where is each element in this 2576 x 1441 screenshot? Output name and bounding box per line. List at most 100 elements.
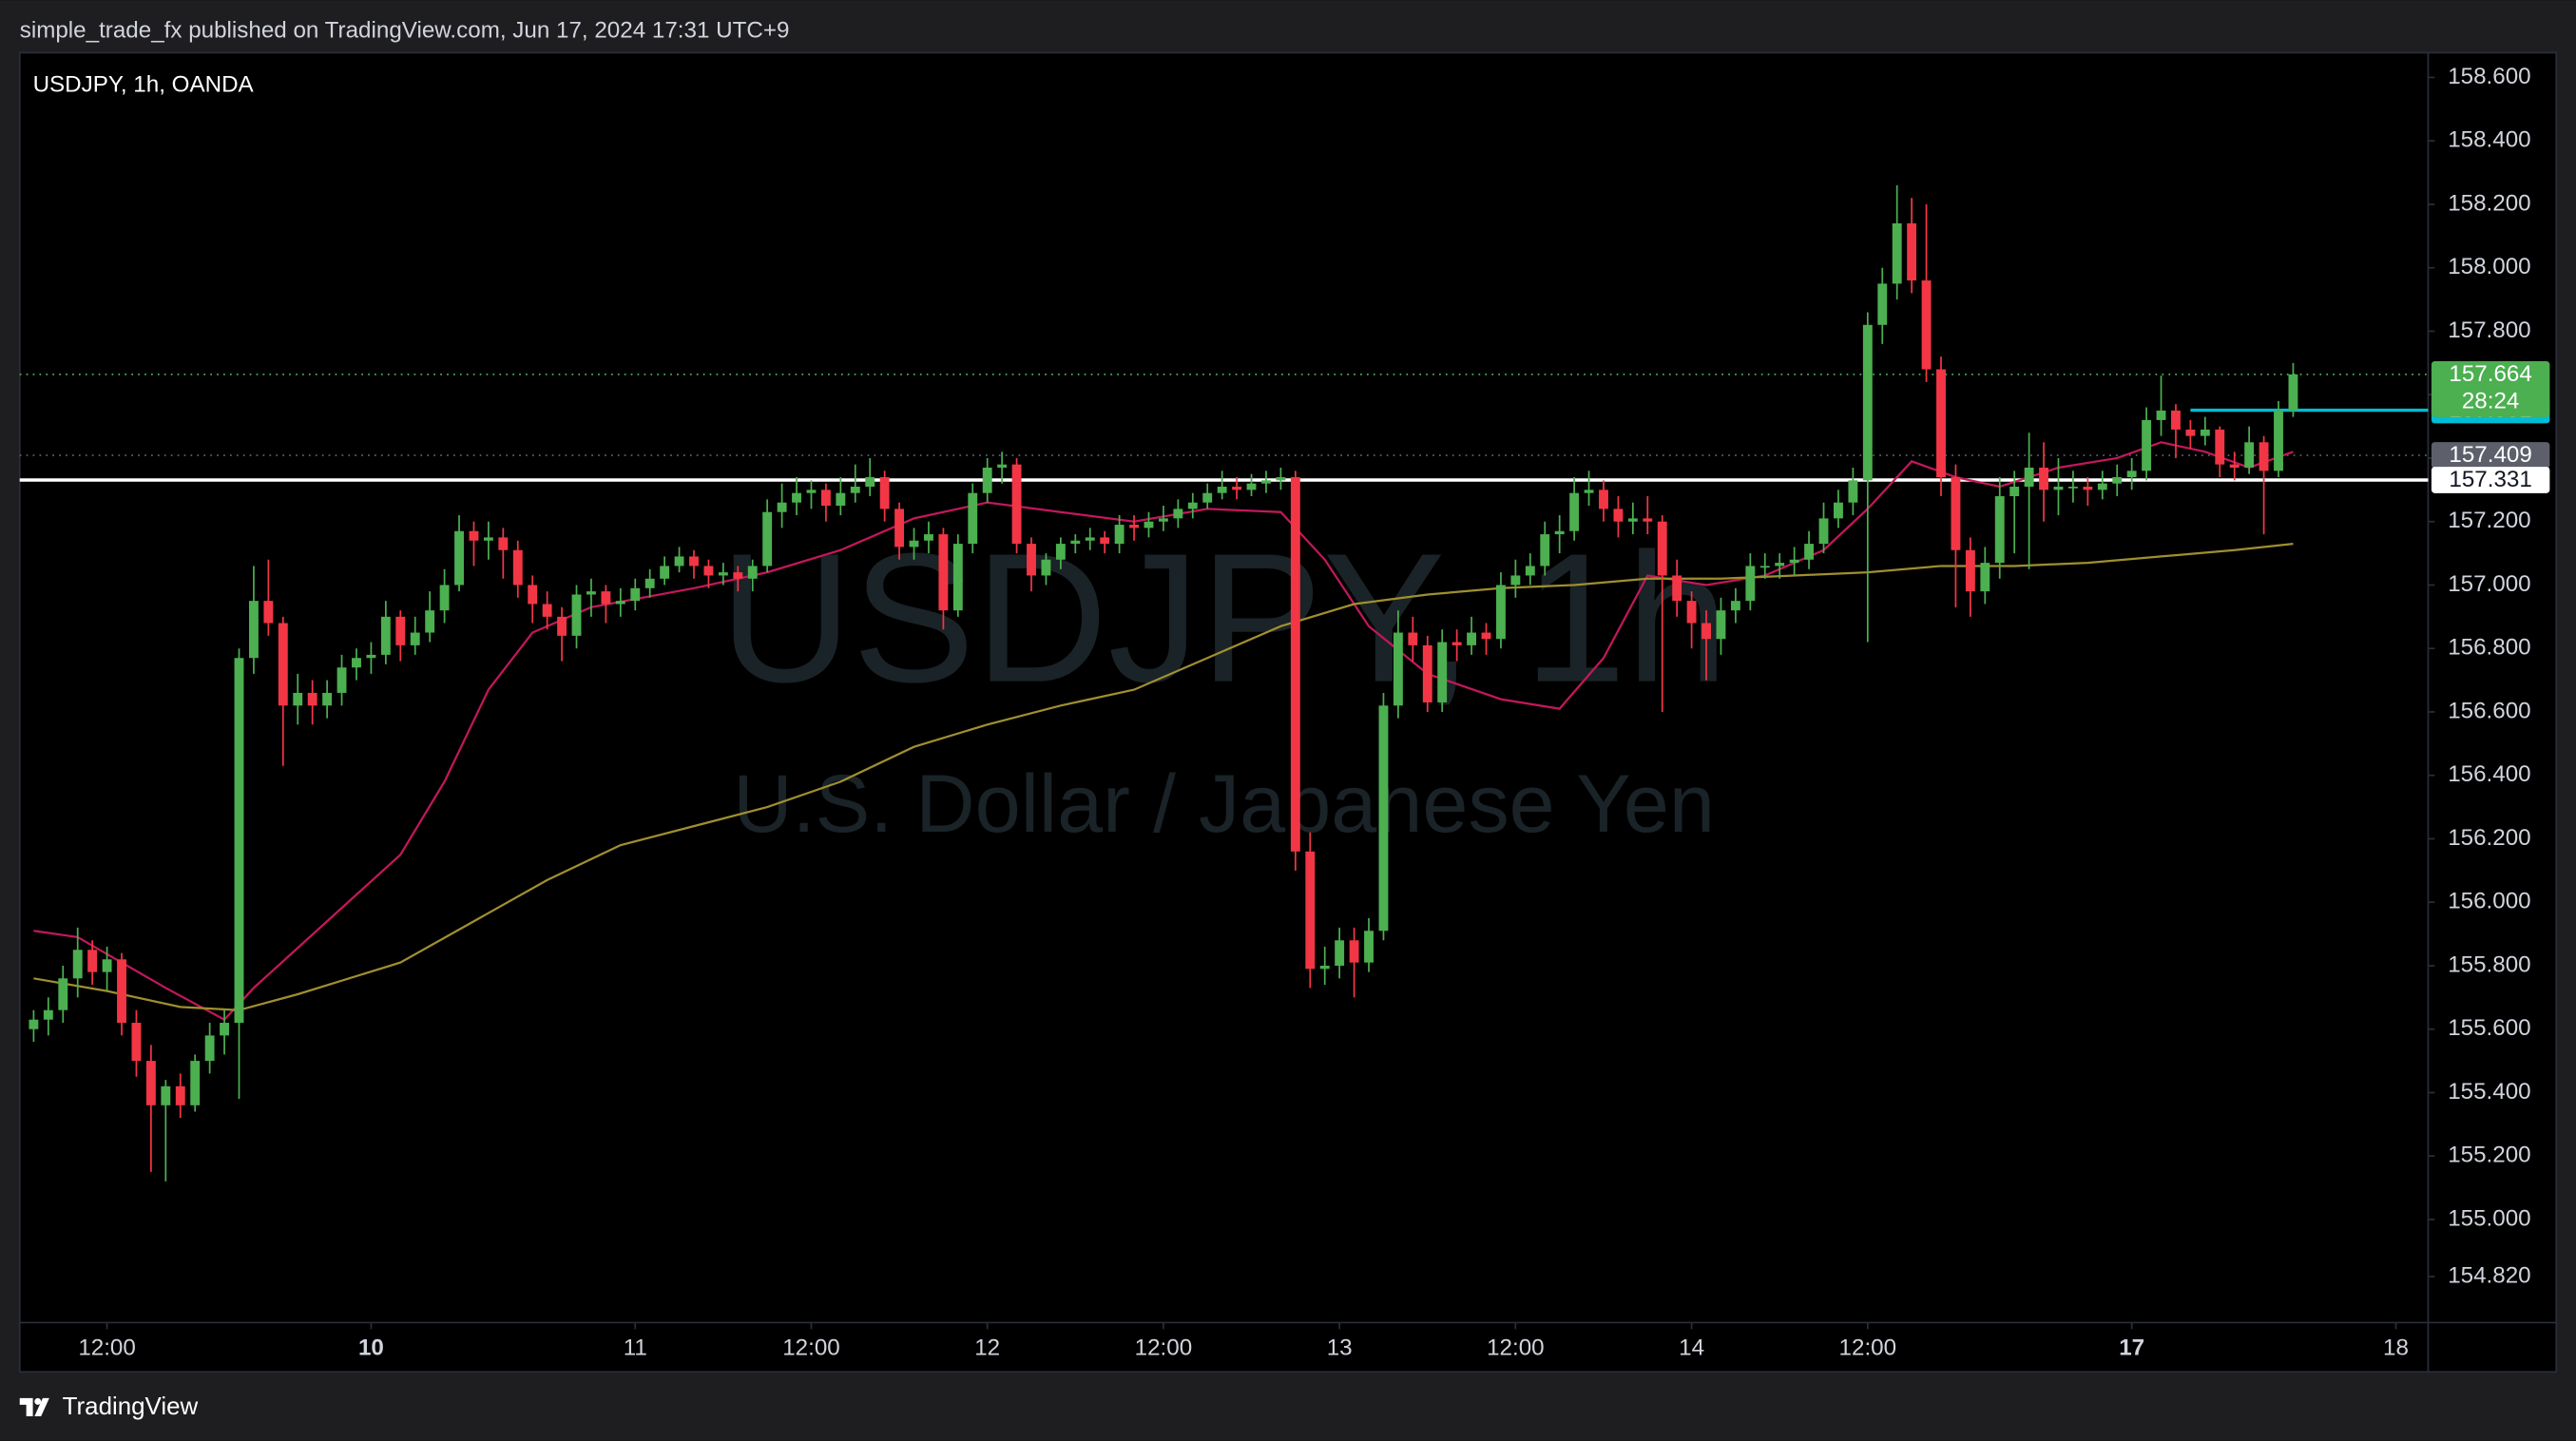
y-tick-label: 155.800 (2448, 951, 2530, 977)
brand[interactable]: TradingView (63, 1393, 199, 1420)
candle-body (2288, 374, 2298, 411)
candle-body (689, 556, 699, 567)
candle-body (586, 591, 596, 595)
y-tick-label: 155.200 (2448, 1143, 2530, 1168)
candle-body (1114, 525, 1125, 545)
candle-body (528, 585, 538, 605)
price-label-box (2431, 442, 2550, 469)
candle-body (1393, 632, 1403, 706)
candle-body (615, 601, 625, 605)
watermark-description: U.S. Dollar / Japanese Yen (733, 759, 1715, 850)
candle-body (58, 978, 68, 1010)
y-tick-label: 154.820 (2448, 1262, 2530, 1288)
x-tick-label: 17 (2119, 1335, 2144, 1360)
candle-body (1335, 940, 1345, 966)
candle-body (1495, 585, 1506, 640)
candle-body (820, 490, 831, 507)
candle-body (982, 467, 992, 493)
candle-body (1011, 464, 1022, 545)
candle-body (2156, 410, 2166, 420)
candle-body (87, 950, 98, 972)
candle-body (220, 1023, 230, 1036)
candle-body (1467, 632, 1477, 645)
candle-body (806, 490, 817, 493)
y-tick-label: 158.600 (2448, 64, 2530, 89)
candle-body (1232, 487, 1242, 490)
candle-body (1437, 642, 1448, 702)
candle-body (366, 654, 376, 659)
candle-body (234, 658, 244, 1024)
candle-body (2126, 471, 2137, 477)
candle-body (1158, 518, 1168, 522)
candle-body (1510, 575, 1521, 586)
candle-body (439, 585, 450, 611)
candle-body (601, 591, 611, 605)
price-label-box (2431, 361, 2550, 417)
candle-body (997, 464, 1008, 468)
moving-average (33, 441, 2294, 1022)
candle-body (879, 476, 890, 509)
candle-body (968, 492, 978, 545)
x-tick-label: 12:00 (1135, 1335, 1193, 1360)
candle-body (1408, 632, 1418, 645)
y-tick-label: 155.600 (2448, 1015, 2530, 1041)
price-label: 157.664 (2449, 361, 2531, 387)
candle-body (336, 667, 347, 693)
y-tick-label: 157.000 (2448, 571, 2530, 597)
candle-body (2185, 429, 2196, 436)
candle-body (1129, 525, 1139, 528)
candle-body (1980, 563, 1990, 592)
candle-body (72, 950, 83, 979)
candle-body (1672, 575, 1682, 602)
candle-body (1540, 534, 1550, 567)
y-tick-label: 155.000 (2448, 1205, 2530, 1231)
candle-body (1730, 601, 1740, 611)
watermark-symbol: USDJPY, 1h (720, 516, 1729, 721)
candle-body (175, 1086, 185, 1105)
candle-body (1144, 521, 1154, 528)
candle-body (1305, 851, 1316, 970)
y-tick-label: 157.200 (2448, 508, 2530, 533)
candle-body (557, 616, 567, 636)
price-label: 157.331 (2449, 467, 2531, 492)
candle-body (1804, 544, 1815, 560)
candle-body (1217, 487, 1227, 493)
candle-body (425, 610, 435, 633)
publish-info: simple_trade_fx published on TradingView… (20, 17, 790, 43)
y-tick-label: 158.200 (2448, 190, 2530, 216)
candle-body (1481, 632, 1491, 640)
candle-body (571, 594, 582, 636)
candle-body (102, 959, 112, 972)
x-tick-label: 18 (2383, 1335, 2409, 1360)
candle-body (293, 692, 303, 706)
candle-body (924, 534, 933, 541)
candle-body (909, 540, 919, 548)
plot (19, 184, 2429, 1182)
candle-body (380, 616, 391, 655)
candle-body (395, 616, 406, 645)
candle-body (1701, 623, 1711, 640)
candle-body (29, 1019, 39, 1029)
logo-dot (34, 1397, 42, 1405)
candle-body (1554, 530, 1565, 535)
candle-body (1100, 537, 1110, 545)
candle-body (410, 632, 420, 645)
candle-body (1759, 566, 1770, 568)
price-label: 157.409 (2449, 442, 2531, 468)
candle-body (703, 566, 714, 576)
candle-body (1261, 480, 1271, 484)
candle-body (263, 601, 274, 624)
candle-body (512, 549, 523, 586)
y-tick-label: 157.800 (2448, 317, 2530, 343)
candle-body (1378, 705, 1389, 932)
candle-body (1085, 537, 1095, 541)
watermark: USDJPY, 1h U.S. Dollar / Japanese Yen (720, 516, 1729, 850)
candle-body (2009, 487, 2020, 497)
y-tick-label: 156.000 (2448, 889, 2530, 914)
candle-body (1319, 965, 1330, 970)
candle-body (762, 511, 773, 567)
candle-body (2244, 442, 2255, 468)
y-tick-label: 156.400 (2448, 761, 2530, 787)
y-tick-label: 155.400 (2448, 1079, 2530, 1105)
candle-body (1276, 476, 1286, 481)
